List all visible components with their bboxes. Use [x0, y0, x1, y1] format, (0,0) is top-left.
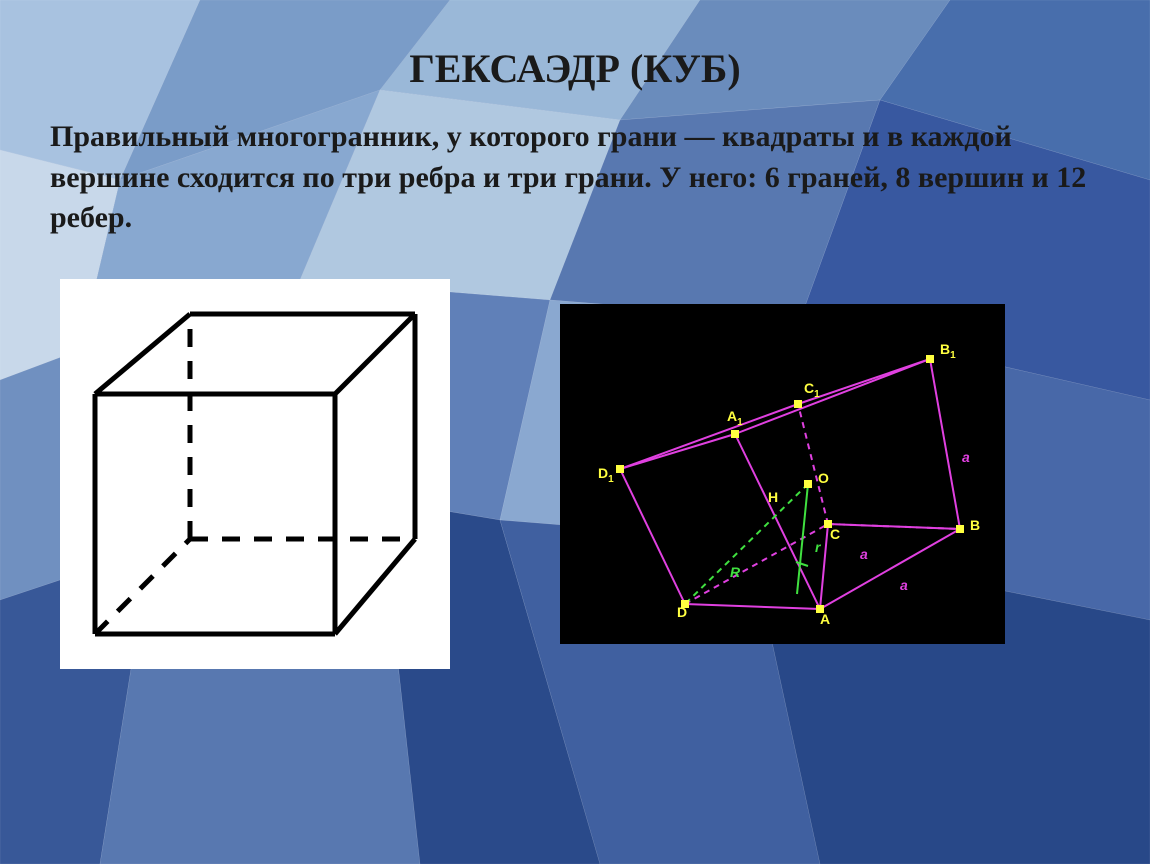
vertex-label-H: H [768, 489, 778, 505]
vertex-label-A1: A1 [727, 408, 743, 428]
edge-label: r [815, 539, 820, 555]
vertex-label-D: D [677, 604, 687, 620]
vertex-label-O: O [818, 470, 829, 486]
slide-description: Правильный многогранник, у которого гран… [50, 117, 1100, 239]
vertex-label-B1: B1 [940, 341, 956, 361]
cube-labeled-svg [560, 304, 1005, 644]
vertex-label-D1: D1 [598, 465, 614, 485]
slide-content: ГЕКСАЭДР (КУБ) Правильный многогранник, … [0, 0, 1150, 714]
edge-label: a [900, 577, 908, 593]
vertex-label-C1: C1 [804, 380, 820, 400]
edge-label: R [730, 564, 740, 580]
vertex-label-B: B [970, 517, 980, 533]
slide-title: ГЕКСАЭДР (КУБ) [50, 45, 1100, 92]
cube-simple-svg [60, 279, 450, 669]
edge-label: a [860, 546, 868, 562]
vertex-label-C: C [830, 526, 840, 542]
cube-labeled-figure: D A B C D1 A1 B1 C1 O Ha a a r R [560, 304, 1005, 644]
vertex-label-A: A [820, 611, 830, 627]
figures-row: D A B C D1 A1 B1 C1 O Ha a a r R [50, 279, 1100, 669]
edge-label: a [962, 449, 970, 465]
cube-simple-figure [60, 279, 450, 669]
